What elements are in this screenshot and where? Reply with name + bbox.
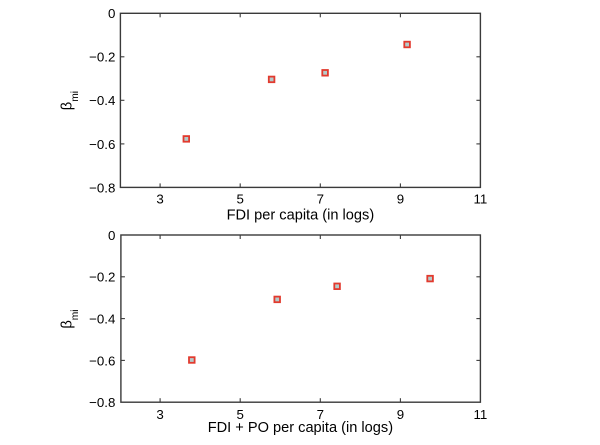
svg-text:−0.8: −0.8 [89,180,115,195]
svg-text:11: 11 [473,191,487,206]
svg-text:−0.6: −0.6 [89,137,115,152]
svg-text:11: 11 [473,407,487,422]
svg-text:FDI + PO per capita (in logs): FDI + PO per capita (in logs) [208,420,393,436]
svg-text:−0.4: −0.4 [89,93,115,108]
svg-text:0: 0 [108,6,115,21]
svg-text:7: 7 [317,407,324,422]
svg-text:5: 5 [236,407,243,422]
svg-text:−0.2: −0.2 [89,50,115,65]
svg-text:−0.4: −0.4 [89,312,115,327]
svg-text:9: 9 [397,407,404,422]
svg-text:3: 3 [156,407,163,422]
svg-text:9: 9 [397,191,404,206]
svg-text:3: 3 [156,191,163,206]
svg-text:−0.8: −0.8 [89,395,115,410]
svg-text:0: 0 [108,228,115,243]
svg-text:FDI per capita (in logs): FDI per capita (in logs) [227,208,375,224]
svg-text:7: 7 [317,191,324,206]
svg-text:−0.2: −0.2 [89,270,115,285]
svg-text:−0.6: −0.6 [89,353,115,368]
svg-text:5: 5 [236,191,243,206]
